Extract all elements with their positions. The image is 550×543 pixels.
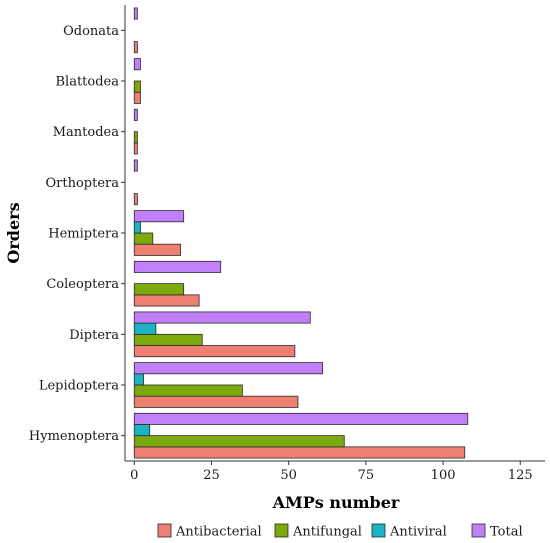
bar-mantodea-antifungal xyxy=(133,131,138,144)
y-tick-label-coleoptera: Coleoptera xyxy=(46,277,119,292)
x-tick-label-125: 125 xyxy=(508,468,533,483)
bar-hymenoptera-total xyxy=(133,412,469,425)
bar-blattodea-total xyxy=(133,58,141,71)
bar-diptera-antibacterial xyxy=(133,345,296,358)
legend-swatch-antiviral xyxy=(371,523,386,538)
y-tick-label-hymenoptera: Hymenoptera xyxy=(29,429,119,444)
bar-hymenoptera-antibacterial xyxy=(133,446,466,459)
y-tick-label-blattodea: Blattodea xyxy=(55,75,119,90)
y-tick-label-hemiptera: Hemiptera xyxy=(48,227,119,242)
y-axis-title: Orders xyxy=(4,202,23,263)
bar-orthoptera-antibacterial xyxy=(133,193,138,206)
bar-mantodea-total xyxy=(133,108,138,121)
y-tick-label-diptera: Diptera xyxy=(69,328,119,343)
legend-label-antifungal: Antifungal xyxy=(292,525,362,540)
bar-odonata-antibacterial xyxy=(133,41,138,54)
x-tick-label-0: 0 xyxy=(130,468,138,483)
legend-swatch-antibacterial xyxy=(157,523,172,538)
x-tick-label-50: 50 xyxy=(280,468,297,483)
bar-blattodea-antifungal xyxy=(133,80,141,93)
bar-lepidoptera-antiviral xyxy=(133,373,144,386)
bar-hemiptera-antifungal xyxy=(133,232,154,245)
bar-coleoptera-total xyxy=(133,260,222,273)
y-tick-label-mantodea: Mantodea xyxy=(53,125,120,140)
legend: Antibacterial Antifungal Antiviral Total xyxy=(157,523,523,540)
x-axis-title: AMPs number xyxy=(272,493,400,512)
ticks-layer: Odonata Blattodea Mantodea Orthoptera Hemipt… xyxy=(29,24,533,483)
bar-diptera-antiviral xyxy=(133,322,157,335)
x-tick-label-25: 25 xyxy=(203,468,220,483)
x-tick-label-75: 75 xyxy=(358,468,375,483)
legend-swatch-antifungal xyxy=(274,523,289,538)
legend-label-total: Total xyxy=(490,525,523,540)
y-tick-label-orthoptera: Orthoptera xyxy=(46,176,120,191)
bar-diptera-antifungal xyxy=(133,333,203,346)
bar-lepidoptera-total xyxy=(133,362,324,375)
legend-label-antibacterial: Antibacterial xyxy=(175,525,262,540)
bar-diptera-total xyxy=(133,311,311,324)
bar-blattodea-antibacterial xyxy=(133,91,141,104)
bar-coleoptera-antibacterial xyxy=(133,294,200,307)
bar-lepidoptera-antibacterial xyxy=(133,395,299,408)
y-tick-label-odonata: Odonata xyxy=(63,24,119,39)
bar-odonata-total xyxy=(133,7,138,20)
bar-coleoptera-antifungal xyxy=(133,283,185,296)
legend-swatch-total xyxy=(471,523,486,538)
legend-label-antiviral: Antiviral xyxy=(389,525,447,540)
x-tick-label-100: 100 xyxy=(431,468,456,483)
y-tick-label-lepidoptera: Lepidoptera xyxy=(39,379,119,394)
bar-hemiptera-antiviral xyxy=(133,221,141,234)
bar-mantodea-antibacterial xyxy=(133,142,138,155)
bar-hemiptera-antibacterial xyxy=(133,243,181,256)
bars-layer xyxy=(133,7,469,459)
bar-hymenoptera-antifungal xyxy=(133,435,345,448)
bar-hemiptera-total xyxy=(133,210,185,223)
bar-orthoptera-total xyxy=(133,159,138,172)
bar-lepidoptera-antifungal xyxy=(133,384,243,397)
bar-hymenoptera-antiviral xyxy=(133,424,151,437)
